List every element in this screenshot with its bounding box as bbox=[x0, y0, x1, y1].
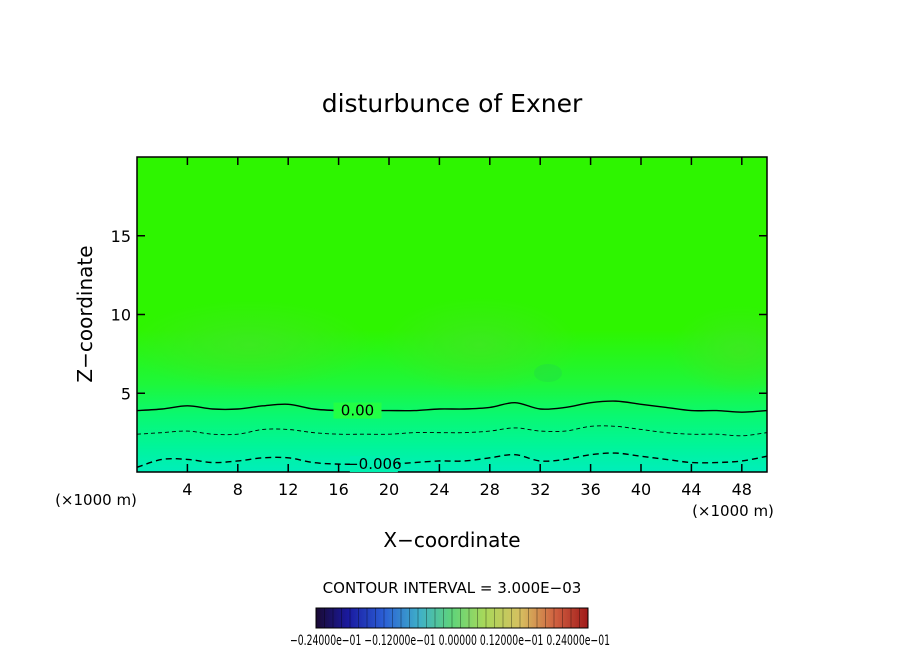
x-tick-label: 4 bbox=[182, 480, 192, 499]
field-blob-right bbox=[670, 305, 767, 395]
x-tick-label: 28 bbox=[480, 480, 500, 499]
x-tick-label: 40 bbox=[631, 480, 651, 499]
x-unit-left: (×1000 m) bbox=[55, 491, 137, 509]
colorbar-frame bbox=[315, 607, 589, 629]
contour-lines bbox=[137, 400, 767, 468]
y-tick-label: 10 bbox=[111, 306, 131, 325]
x-unit-right: (×1000 m) bbox=[692, 502, 774, 520]
x-ticks: 4 8 12 16 20 24 28 32 36 40 44 48 bbox=[182, 157, 752, 499]
x-tick-label: 12 bbox=[278, 480, 298, 499]
contour-interval: CONTOUR INTERVAL = 3.000E−03 bbox=[323, 579, 582, 597]
contour-label-zero: 0.00 bbox=[341, 402, 374, 420]
plot-area bbox=[137, 157, 767, 472]
field-blob-left bbox=[137, 300, 375, 390]
colorbar bbox=[315, 607, 589, 629]
contour-line bbox=[137, 425, 767, 437]
chart-title: disturbunce of Exner bbox=[322, 89, 583, 118]
y-tick-label: 5 bbox=[121, 384, 131, 403]
contour-label-bg bbox=[349, 456, 398, 473]
field-blob-center bbox=[380, 297, 580, 393]
x-tick-label: 44 bbox=[681, 480, 701, 499]
colorbar-labels: −0.24000e−01 −0.12000e−01 0.00000 0.1200… bbox=[290, 633, 610, 649]
x-tick-label: 24 bbox=[429, 480, 449, 499]
contour-label-minus: −0.006 bbox=[346, 455, 402, 473]
x-tick-label: 32 bbox=[530, 480, 550, 499]
y-tick-label: 15 bbox=[111, 227, 131, 246]
y-ticks: 5 10 15 bbox=[111, 227, 767, 403]
contour-line bbox=[137, 452, 767, 468]
x-tick-label: 16 bbox=[328, 480, 348, 499]
colorbar-bins bbox=[324, 608, 580, 628]
y-axis-label: Z−coordinate bbox=[73, 245, 97, 382]
x-tick-label: 8 bbox=[233, 480, 243, 499]
x-tick-label: 36 bbox=[580, 480, 600, 499]
contour-label-bg bbox=[333, 402, 382, 419]
field-spot bbox=[534, 364, 562, 382]
contour-line bbox=[137, 400, 767, 413]
x-axis-label: X−coordinate bbox=[383, 528, 520, 552]
x-tick-label: 48 bbox=[732, 480, 752, 499]
x-tick-label: 20 bbox=[379, 480, 399, 499]
